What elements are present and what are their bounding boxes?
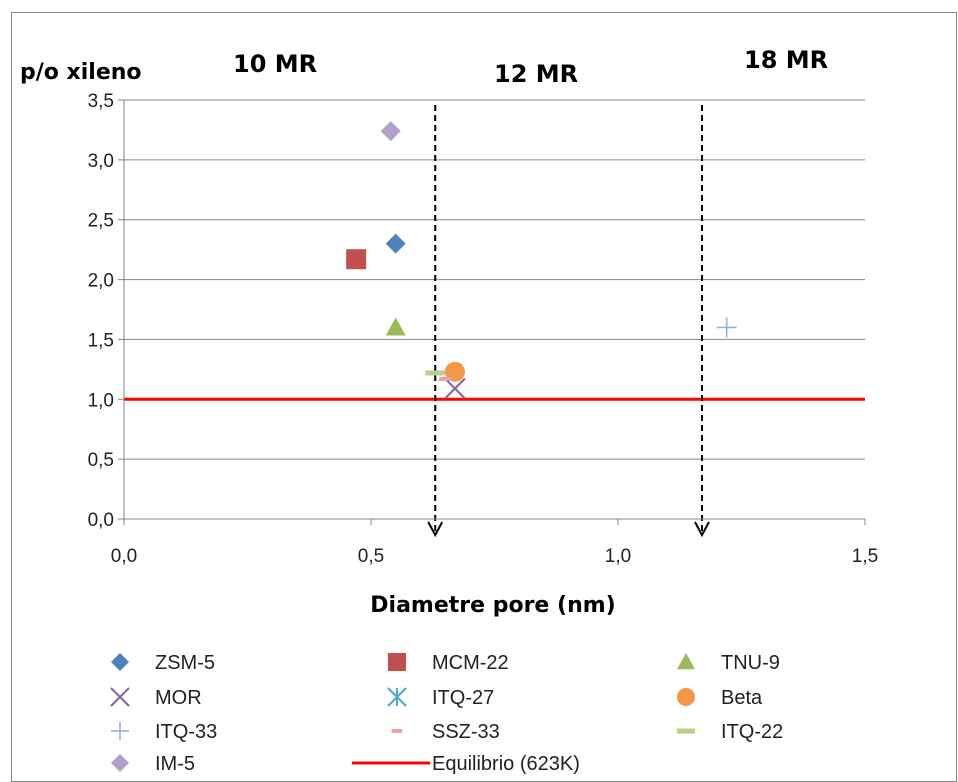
legend-key-itq-27 <box>387 687 407 707</box>
data-points <box>346 121 737 400</box>
data-point-mcm-22 <box>346 249 367 270</box>
legend-key-ssz-33 <box>391 729 403 733</box>
boundary-arrows <box>427 105 710 538</box>
boundary-arrowhead <box>694 521 710 538</box>
legend-key-itq-22 <box>677 728 695 734</box>
legend-key-beta <box>677 688 695 706</box>
y-tick-label: 3,0 <box>88 151 114 172</box>
region-label-12mr: 12 MR <box>494 60 578 88</box>
y-tick-label: 1,5 <box>88 330 114 351</box>
legend-label-zsm-5: ZSM-5 <box>155 652 215 674</box>
legend-key-itq-33 <box>111 722 129 740</box>
legend-key-im-5 <box>111 754 129 772</box>
legend-label-mor: MOR <box>155 687 202 709</box>
x-tick-label: 0,0 <box>111 546 137 567</box>
legend-label-ssz-33: SSZ-33 <box>432 721 500 743</box>
data-point-tnu-9 <box>385 317 406 336</box>
y-tick-label: 0,5 <box>88 450 114 471</box>
chart-frame <box>11 12 957 782</box>
legend-label-mcm-22: MCM-22 <box>432 652 509 674</box>
legend-label-tnu-9: TNU-9 <box>721 652 780 674</box>
x-tick-label: 1,0 <box>605 546 631 567</box>
x-tick-label: 0,5 <box>358 546 384 567</box>
legend-label-beta: Beta <box>721 687 763 709</box>
legend-key-zsm-5 <box>111 653 129 671</box>
legend-key-mcm-22 <box>388 653 406 671</box>
region-label-18mr: 18 MR <box>744 46 828 74</box>
legend-label-equilibrio-623k-: Equilibrio (623K) <box>432 753 580 774</box>
y-tick-label: 1,0 <box>88 390 114 411</box>
y-tick-label: 2,5 <box>88 211 114 232</box>
legend-label-itq-27: ITQ-27 <box>432 687 494 709</box>
legend-label-itq-33: ITQ-33 <box>155 721 217 743</box>
x-axis-title: Diametre pore (nm) <box>370 593 615 618</box>
axes: 0,0 0,5 1,0 1,5 2,0 2,5 3,0 3,5 0,0 0,5 1,0 1,5 <box>88 91 879 567</box>
y-axis-title: p/o xileno <box>20 60 142 85</box>
data-point-ssz-33 <box>439 376 452 381</box>
region-label-10mr: 10 MR <box>233 50 317 78</box>
data-point-zsm-5 <box>385 233 406 254</box>
data-point-itq-22 <box>425 370 446 376</box>
legend: ZSM-5 MCM-22 TNU-9 MOR ITQ-27 Beta ITQ-33 SSZ-3… <box>110 652 783 774</box>
y-tick-label: 0,0 <box>88 510 114 531</box>
data-point-mor <box>444 377 466 400</box>
data-point-im-5 <box>380 121 401 142</box>
data-point-itq-33 <box>716 317 737 338</box>
legend-label-itq-22: ITQ-22 <box>721 721 783 743</box>
legend-label-im-5: IM-5 <box>155 753 195 774</box>
legend-key-mor <box>110 687 130 707</box>
x-tick-label: 1,5 <box>852 546 878 567</box>
y-tick-label: 2,0 <box>88 271 114 292</box>
legend-key-tnu-9 <box>677 653 695 670</box>
gridlines <box>124 99 865 460</box>
y-tick-label: 3,5 <box>88 91 114 112</box>
data-point-beta <box>444 361 465 382</box>
boundary-arrowhead <box>427 521 444 538</box>
